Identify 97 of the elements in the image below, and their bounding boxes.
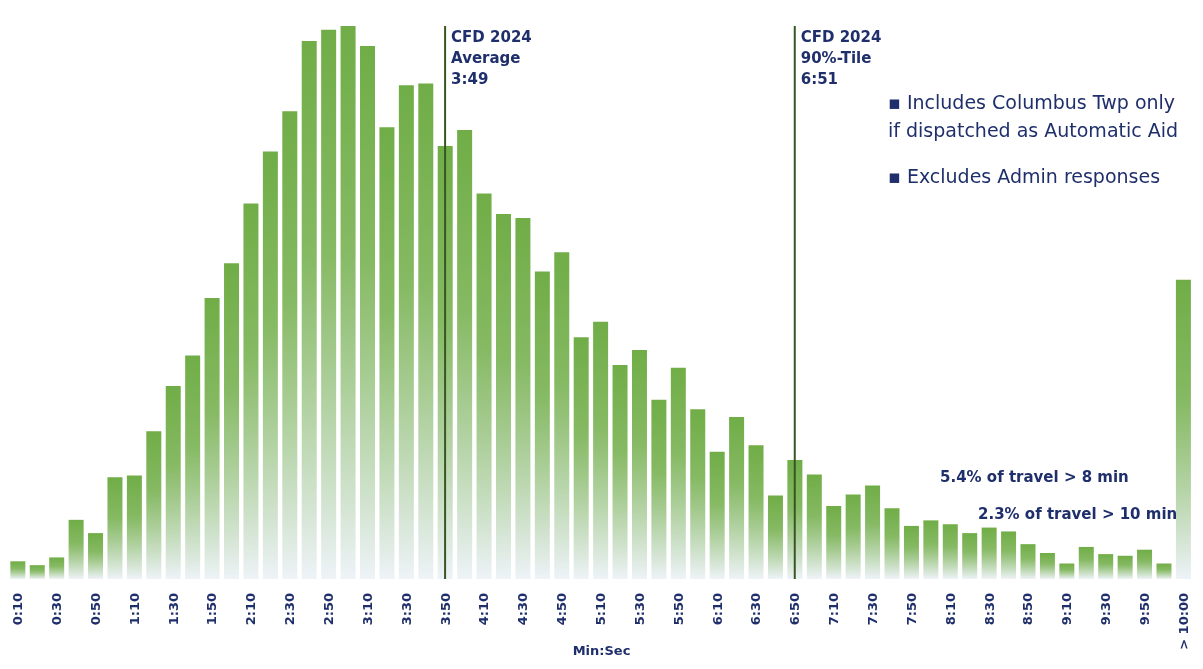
- x-tick-label: 8:30: [981, 593, 997, 626]
- x-tick-label: 6:30: [748, 593, 764, 626]
- bar: [49, 557, 65, 579]
- x-tick-label: 4:50: [554, 593, 570, 626]
- x-tick-label: 3:10: [359, 593, 375, 626]
- x-tick-label: 2:10: [243, 593, 259, 626]
- bar: [670, 367, 686, 579]
- bar: [593, 321, 609, 579]
- bar: [88, 533, 104, 579]
- bar: [1098, 554, 1114, 579]
- bar: [243, 203, 259, 579]
- bar: [923, 520, 939, 579]
- bar: [709, 451, 725, 579]
- bar: [340, 26, 356, 579]
- x-tick-label: 1:10: [126, 593, 142, 626]
- x-tick-label: 9:10: [1059, 593, 1075, 626]
- bar: [1059, 563, 1075, 579]
- x-tick-label: 0:10: [10, 593, 26, 626]
- bar: [398, 85, 414, 579]
- bar: [806, 474, 822, 579]
- x-tick-label: 7:30: [864, 593, 880, 626]
- x-tick-label: 1:30: [165, 593, 181, 626]
- bar: [185, 355, 201, 579]
- bar: [126, 475, 142, 579]
- ref-line-label: CFD 2024 Average 3:49: [451, 28, 532, 88]
- bar: [962, 533, 978, 579]
- bar: [321, 29, 337, 579]
- bar: [690, 409, 706, 579]
- x-tick-label: 0:50: [87, 593, 103, 626]
- bar: [573, 337, 589, 579]
- x-tick-label: 2:50: [321, 593, 337, 626]
- bar: [1078, 546, 1094, 579]
- bar: [68, 519, 84, 579]
- x-tick-label: 2:30: [282, 593, 298, 626]
- x-axis-title: Min:Sec: [572, 643, 631, 658]
- bar: [262, 151, 278, 579]
- bar: [301, 40, 317, 579]
- bar: [495, 214, 511, 579]
- bar: [1039, 553, 1055, 579]
- annotation: 2.3% of travel > 10 min: [978, 505, 1178, 523]
- bar: [826, 506, 842, 579]
- bar: [418, 83, 434, 579]
- x-tick-label: 9:30: [1098, 593, 1114, 626]
- bar: [903, 525, 919, 579]
- x-tick-label: 8:50: [1020, 593, 1036, 626]
- bar: [476, 193, 492, 579]
- bar: [10, 561, 26, 579]
- bar: [379, 127, 395, 579]
- bar: [29, 565, 45, 579]
- x-tick-label: 5:50: [670, 593, 686, 626]
- bar: [1137, 549, 1153, 579]
- x-tick-label: 7:10: [826, 593, 842, 626]
- bar: [748, 445, 764, 579]
- bar: [1117, 555, 1133, 579]
- bar: [1175, 279, 1191, 579]
- annotation: ▪ Includes Columbus Twp only if dispatched as Automatic Aid: [888, 90, 1180, 143]
- bar: [534, 271, 550, 579]
- x-tick-label: 4:30: [515, 593, 531, 626]
- x-tick-label: 6:10: [709, 593, 725, 626]
- bar: [651, 399, 667, 579]
- bar: [884, 508, 900, 579]
- bar: [865, 485, 881, 579]
- bar: [1020, 544, 1036, 579]
- bar: [360, 45, 375, 579]
- bar: [767, 495, 783, 579]
- bar: [845, 494, 861, 579]
- x-tick-label: 4:10: [476, 593, 492, 626]
- bar: [554, 252, 570, 579]
- x-tick-label: 1:50: [204, 593, 220, 626]
- x-tick-label: 5:30: [631, 593, 647, 626]
- bar: [729, 416, 745, 579]
- bar: [204, 298, 220, 579]
- annotation: ▪ Excludes Admin responses: [888, 164, 1162, 189]
- x-tick-label: 6:50: [787, 593, 803, 626]
- x-tick-label: > 10:00: [1175, 593, 1191, 650]
- bar: [107, 477, 123, 579]
- bar: [282, 111, 298, 579]
- x-tick-label: 3:30: [398, 593, 414, 626]
- bar: [981, 527, 997, 579]
- annotation: 5.4% of travel > 8 min: [940, 468, 1129, 486]
- bar: [942, 524, 958, 579]
- bar: [1156, 563, 1172, 579]
- x-tick-label: 7:50: [903, 593, 919, 626]
- bar: [457, 129, 473, 579]
- bar: [631, 350, 647, 579]
- bar: [165, 386, 181, 579]
- x-tick-label: 3:50: [437, 593, 453, 626]
- bar: [146, 431, 162, 579]
- x-tick-label: 9:50: [1136, 593, 1152, 626]
- bar: [515, 217, 531, 579]
- bar: [224, 263, 240, 579]
- bar: [1001, 531, 1017, 579]
- ref-line-label: CFD 2024 90%-Tile 6:51: [800, 28, 882, 88]
- x-tick-label: 8:10: [942, 593, 958, 626]
- x-tick-label: 0:30: [49, 593, 65, 626]
- x-tick-label: 5:10: [593, 593, 608, 626]
- bar: [612, 364, 628, 579]
